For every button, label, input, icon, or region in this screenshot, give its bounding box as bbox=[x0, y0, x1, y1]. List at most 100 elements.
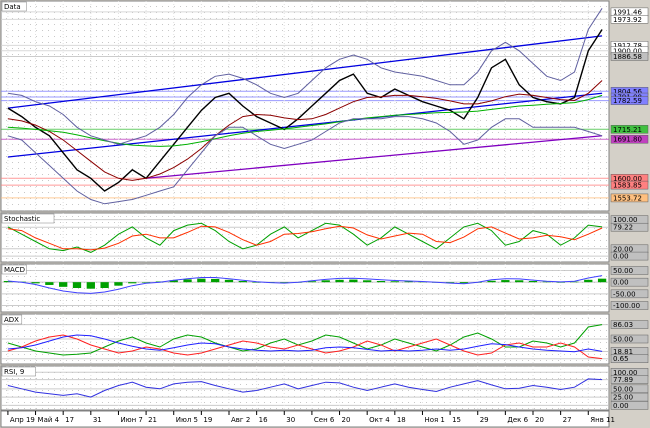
histogram-bar bbox=[3, 281, 13, 283]
tick-box bbox=[610, 320, 649, 329]
x-tick-label: 17 bbox=[65, 416, 74, 424]
series-line bbox=[7, 334, 603, 353]
panel-title-box bbox=[1, 314, 23, 325]
y-tick-label: 50.00 bbox=[613, 336, 633, 344]
y-tick-label: 1583.85 bbox=[613, 182, 642, 190]
tick-box bbox=[610, 392, 649, 402]
tick-box bbox=[610, 289, 649, 299]
tick-box bbox=[610, 277, 649, 287]
histogram-bar bbox=[238, 281, 247, 283]
x-tick-label: 16 bbox=[259, 416, 268, 424]
y-tick-label: 1900.00 bbox=[613, 47, 642, 55]
series-line bbox=[7, 324, 603, 356]
x-tick-label: Июн 7 bbox=[120, 416, 142, 424]
panel-title: Stochastic bbox=[4, 215, 40, 223]
y-tick-label: -100.00 bbox=[613, 302, 640, 310]
tick-box bbox=[610, 384, 649, 394]
histogram-bar bbox=[197, 278, 206, 283]
y-tick-label: 77.89 bbox=[613, 376, 633, 384]
x-axis bbox=[0, 410, 610, 428]
y-tick-label: 20.00 bbox=[613, 245, 633, 253]
tick-box bbox=[610, 266, 649, 275]
histogram-bar bbox=[528, 281, 538, 283]
tick-box bbox=[610, 125, 649, 134]
x-tick-label: 31 bbox=[93, 416, 102, 424]
x-tick-label: Дек 6 bbox=[507, 416, 528, 424]
series-line bbox=[7, 225, 603, 251]
histogram-bar bbox=[72, 282, 82, 288]
tick-box bbox=[610, 375, 649, 384]
y-tick-label: 1886.58 bbox=[613, 53, 642, 61]
histogram-bar bbox=[390, 281, 399, 283]
x-tick-label: 27 bbox=[563, 416, 572, 424]
y-tick-label: 18.81 bbox=[613, 348, 633, 356]
histogram-bar bbox=[501, 280, 510, 283]
y-tick-label: -50.00 bbox=[613, 290, 636, 298]
tick-box bbox=[610, 301, 649, 310]
x-tick-label: 30 bbox=[286, 416, 295, 424]
panel-title-box bbox=[1, 264, 27, 275]
trendline bbox=[7, 92, 603, 158]
histogram-bar bbox=[487, 280, 496, 283]
histogram-bar bbox=[349, 279, 358, 283]
tick-box bbox=[610, 134, 649, 144]
series-line bbox=[7, 334, 603, 360]
panel-title: ADX bbox=[4, 316, 19, 324]
y-tick-label: 50.00 bbox=[613, 267, 633, 275]
x-tick-label: Май 4 bbox=[38, 416, 60, 424]
series-line bbox=[7, 275, 603, 294]
panel-title: Data bbox=[4, 3, 21, 11]
x-tick-label: Сен 6 bbox=[314, 416, 335, 424]
histogram-bar bbox=[224, 279, 234, 283]
tick-box bbox=[610, 334, 649, 344]
x-tick-label: Янв 11 bbox=[590, 416, 615, 424]
histogram-bar bbox=[542, 281, 551, 283]
series-line bbox=[7, 80, 603, 181]
y-tick-label: 1691.80 bbox=[613, 136, 642, 144]
x-tick-label: 21 bbox=[148, 416, 157, 424]
x-tick-label: Окт 4 bbox=[369, 416, 390, 424]
tick-box bbox=[610, 354, 649, 363]
y-tick-label: 1782.59 bbox=[613, 97, 642, 105]
histogram-bar bbox=[211, 278, 220, 283]
histogram-bar bbox=[114, 282, 123, 286]
panel-grid bbox=[1, 366, 609, 410]
x-tick-label: 15 bbox=[452, 416, 461, 424]
y-tick-label: 86.03 bbox=[613, 321, 633, 329]
histogram-bar bbox=[45, 282, 54, 285]
panel-title-box bbox=[1, 1, 27, 12]
histogram-bar bbox=[515, 280, 524, 283]
y-tick-label: 79.22 bbox=[613, 224, 633, 232]
histogram-bar bbox=[252, 282, 261, 283]
trendline bbox=[146, 135, 603, 179]
y-tick-label: 1912.78 bbox=[613, 42, 642, 50]
tick-box bbox=[610, 52, 649, 61]
y-tick-label: 0.65 bbox=[613, 355, 629, 363]
histogram-bar bbox=[363, 280, 372, 283]
histogram-bar bbox=[321, 280, 330, 283]
series-line bbox=[7, 8, 603, 145]
x-tick-label: Апр 19 bbox=[10, 416, 35, 424]
histogram-bar bbox=[183, 279, 192, 283]
histogram-bar bbox=[31, 282, 40, 284]
x-tick-label: 20 bbox=[535, 416, 544, 424]
histogram-bar bbox=[128, 282, 137, 284]
x-tick-label: Ноя 1 bbox=[424, 416, 444, 424]
series-line bbox=[7, 222, 603, 253]
histogram-bar bbox=[404, 281, 413, 283]
y-tick-label: 0.00 bbox=[613, 402, 629, 410]
x-tick-label: 29 bbox=[480, 416, 489, 424]
histogram-bar bbox=[169, 280, 178, 283]
histogram-bar bbox=[335, 279, 344, 283]
y-tick-label: 1973.92 bbox=[613, 16, 642, 24]
histogram-bar bbox=[280, 282, 289, 283]
x-tick-label: Авг 2 bbox=[231, 416, 250, 424]
histogram-bar bbox=[459, 282, 469, 284]
tick-box bbox=[610, 251, 649, 261]
tick-box bbox=[610, 96, 649, 105]
histogram-bar bbox=[59, 282, 68, 287]
y-tick-label: 1715.21 bbox=[613, 126, 642, 134]
y-tick-label: 0.00 bbox=[613, 279, 629, 287]
tick-box bbox=[610, 15, 649, 24]
